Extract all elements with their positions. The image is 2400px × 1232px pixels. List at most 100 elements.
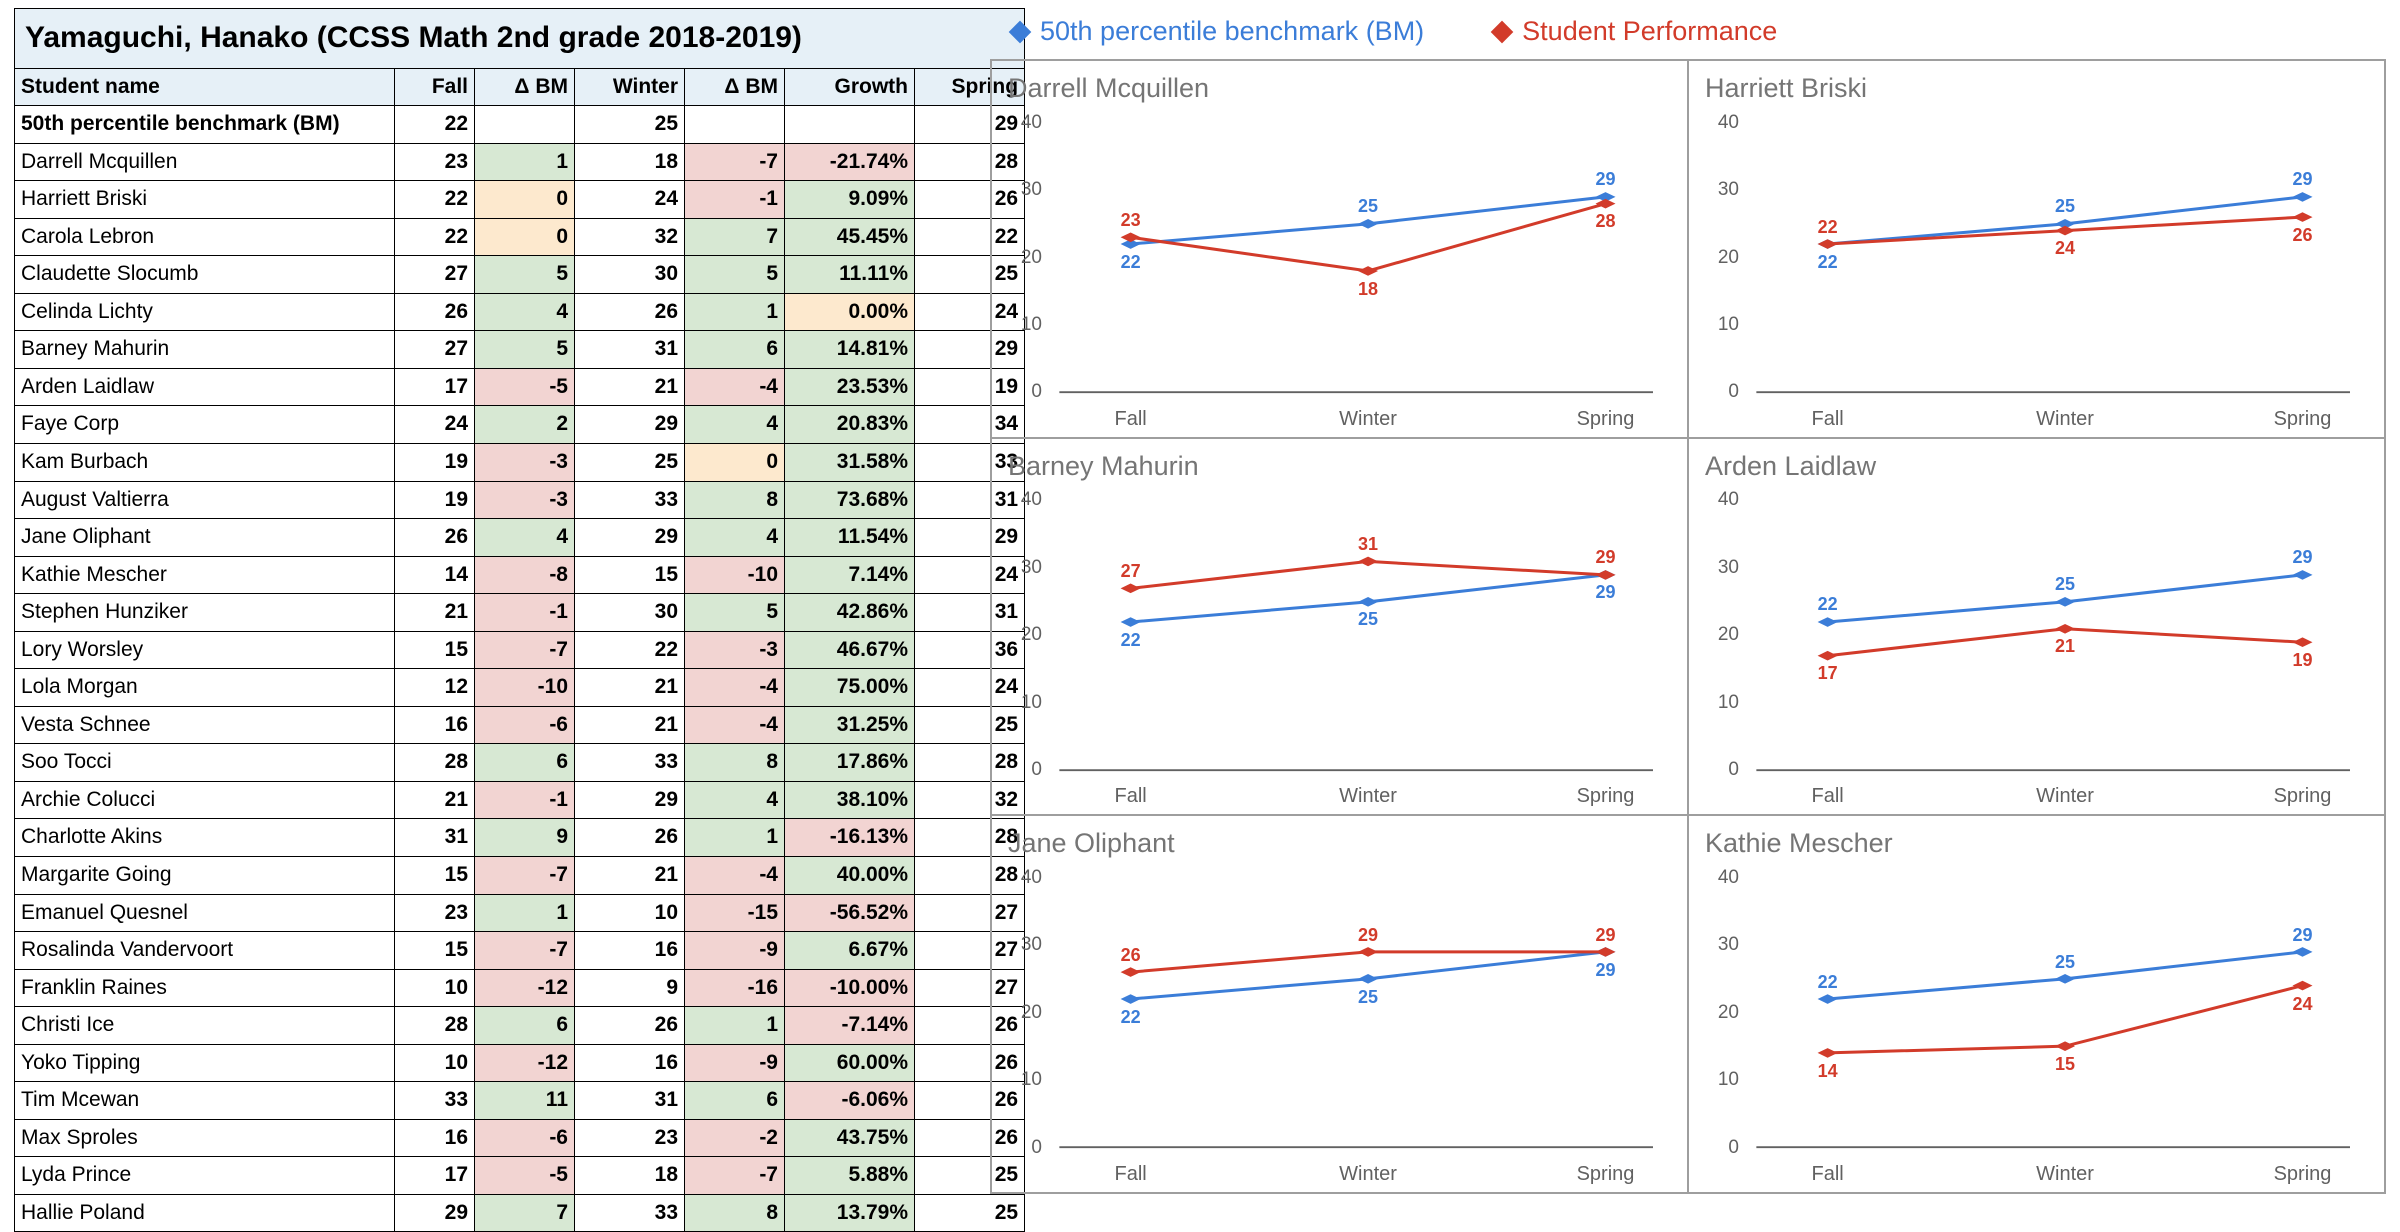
cell-d2: -15 <box>685 894 785 932</box>
cell-fall: 23 <box>395 143 475 181</box>
cell-name: Lola Morgan <box>15 669 395 707</box>
point-label: 27 <box>1121 561 1141 582</box>
chart-plot: 010203040FallWinterSpring222625292929 <box>1006 865 1673 1186</box>
cell-winter: 31 <box>575 331 685 369</box>
cell-growth: 5.88% <box>785 1157 915 1195</box>
cell-fall: 12 <box>395 669 475 707</box>
point-label: 22 <box>1121 630 1141 651</box>
point-label: 22 <box>1818 594 1838 615</box>
cell-fall: 27 <box>395 256 475 294</box>
chart-plot: 010203040FallWinterSpring221425152924 <box>1703 865 2370 1186</box>
table-header-row: Student name Fall Δ BM Winter Δ BM Growt… <box>15 68 1025 106</box>
table-row: Kathie Mescher14-815-107.14%24 <box>15 556 1025 594</box>
cell-d2: -3 <box>685 631 785 669</box>
cell-growth: 31.25% <box>785 706 915 744</box>
table-row: Franklin Raines10-129-16-10.00%27 <box>15 969 1025 1007</box>
cell-d2: -4 <box>685 669 785 707</box>
table-row: Christi Ice286261-7.14%26 <box>15 1007 1025 1045</box>
cell-growth: -6.06% <box>785 1082 915 1120</box>
cell-winter: 33 <box>575 1194 685 1232</box>
cell-d1: 4 <box>475 293 575 331</box>
cell-winter: 26 <box>575 819 685 857</box>
cell-d1: -3 <box>475 481 575 519</box>
point-label: 26 <box>2292 225 2312 246</box>
cell-fall: 24 <box>395 406 475 444</box>
cell-name: Lyda Prince <box>15 1157 395 1195</box>
table-row: Tim Mcewan3311316-6.06%26 <box>15 1082 1025 1120</box>
chart-cell: Darrell Mcquillen010203040FallWinterSpri… <box>991 60 1688 438</box>
cell-growth: -10.00% <box>785 969 915 1007</box>
cell-winter: 29 <box>575 406 685 444</box>
cell-name: Tim Mcewan <box>15 1082 395 1120</box>
cell-winter: 10 <box>575 894 685 932</box>
cell-growth: 45.45% <box>785 218 915 256</box>
cell-growth: -21.74% <box>785 143 915 181</box>
cell-fall: 28 <box>395 1007 475 1045</box>
point-label: 29 <box>2292 547 2312 568</box>
cell-fall: 16 <box>395 1119 475 1157</box>
table-row: Celinda Lichty2642610.00%24 <box>15 293 1025 331</box>
chart-title: Kathie Mescher <box>1703 826 2370 865</box>
cell-winter: 33 <box>575 744 685 782</box>
cell-d1: -5 <box>475 1157 575 1195</box>
cell-winter: 30 <box>575 594 685 632</box>
cell-name: Emanuel Quesnel <box>15 894 395 932</box>
table-row: Margarite Going15-721-440.00%28 <box>15 856 1025 894</box>
point-label: 25 <box>1358 609 1378 630</box>
point-label: 29 <box>1595 547 1615 568</box>
cell-d2: -7 <box>685 143 785 181</box>
cell-d2: -2 <box>685 1119 785 1157</box>
point-label: 29 <box>1595 925 1615 946</box>
point-label: 25 <box>1358 987 1378 1008</box>
cell-growth: 20.83% <box>785 406 915 444</box>
cell-spring: 25 <box>915 1194 1025 1232</box>
cell-d2: 1 <box>685 293 785 331</box>
cell-growth: 40.00% <box>785 856 915 894</box>
legend-bm-label: 50th percentile benchmark (BM) <box>1040 16 1424 47</box>
cell-d2: 8 <box>685 481 785 519</box>
cell-fall: 31 <box>395 819 475 857</box>
diamond-icon <box>1491 20 1514 43</box>
cell-winter: 21 <box>575 706 685 744</box>
cell-fall: 17 <box>395 1157 475 1195</box>
cell-name: Franklin Raines <box>15 969 395 1007</box>
point-label: 19 <box>2292 650 2312 671</box>
student-table-panel: Yamaguchi, Hanako (CCSS Math 2nd grade 2… <box>0 0 980 1200</box>
cell-fall: 15 <box>395 856 475 894</box>
cell-growth: -16.13% <box>785 819 915 857</box>
chart-cell: Kathie Mescher010203040FallWinterSpring2… <box>1688 815 2385 1193</box>
point-label: 25 <box>2055 196 2075 217</box>
cell-d1: -6 <box>475 706 575 744</box>
cell-winter: 16 <box>575 1044 685 1082</box>
table-row: Stephen Hunziker21-130542.86%31 <box>15 594 1025 632</box>
cell-d2: -1 <box>685 181 785 219</box>
cell-name: Claudette Slocumb <box>15 256 395 294</box>
chart-plot: 010203040FallWinterSpring222325182928 <box>1006 110 1673 431</box>
cell-d1: -7 <box>475 631 575 669</box>
cell-d2: -4 <box>685 368 785 406</box>
point-label: 15 <box>2055 1054 2075 1075</box>
cell-d2: 1 <box>685 819 785 857</box>
cell-winter: 25 <box>575 443 685 481</box>
table-row: Rosalinda Vandervoort15-716-96.67%27 <box>15 932 1025 970</box>
cell-d2: 8 <box>685 744 785 782</box>
cell-growth: -7.14% <box>785 1007 915 1045</box>
chart-plot: 010203040FallWinterSpring222225242926 <box>1703 110 2370 431</box>
table-row: Darrell Mcquillen23118-7-21.74%28 <box>15 143 1025 181</box>
cell-d2: -16 <box>685 969 785 1007</box>
chart-title: Arden Laidlaw <box>1703 449 2370 488</box>
cell-name: Arden Laidlaw <box>15 368 395 406</box>
col-name: Student name <box>15 68 395 106</box>
cell-d2: 5 <box>685 594 785 632</box>
cell-d2: -7 <box>685 1157 785 1195</box>
cell-name: Max Sproles <box>15 1119 395 1157</box>
cell-growth: 60.00% <box>785 1044 915 1082</box>
cell-d2: 6 <box>685 1082 785 1120</box>
cell-d1: 11 <box>475 1082 575 1120</box>
cell-winter: 18 <box>575 1157 685 1195</box>
cell-growth: 75.00% <box>785 669 915 707</box>
bm-fall: 22 <box>395 106 475 144</box>
cell-name: Vesta Schnee <box>15 706 395 744</box>
cell-growth: 11.11% <box>785 256 915 294</box>
cell-fall: 27 <box>395 331 475 369</box>
